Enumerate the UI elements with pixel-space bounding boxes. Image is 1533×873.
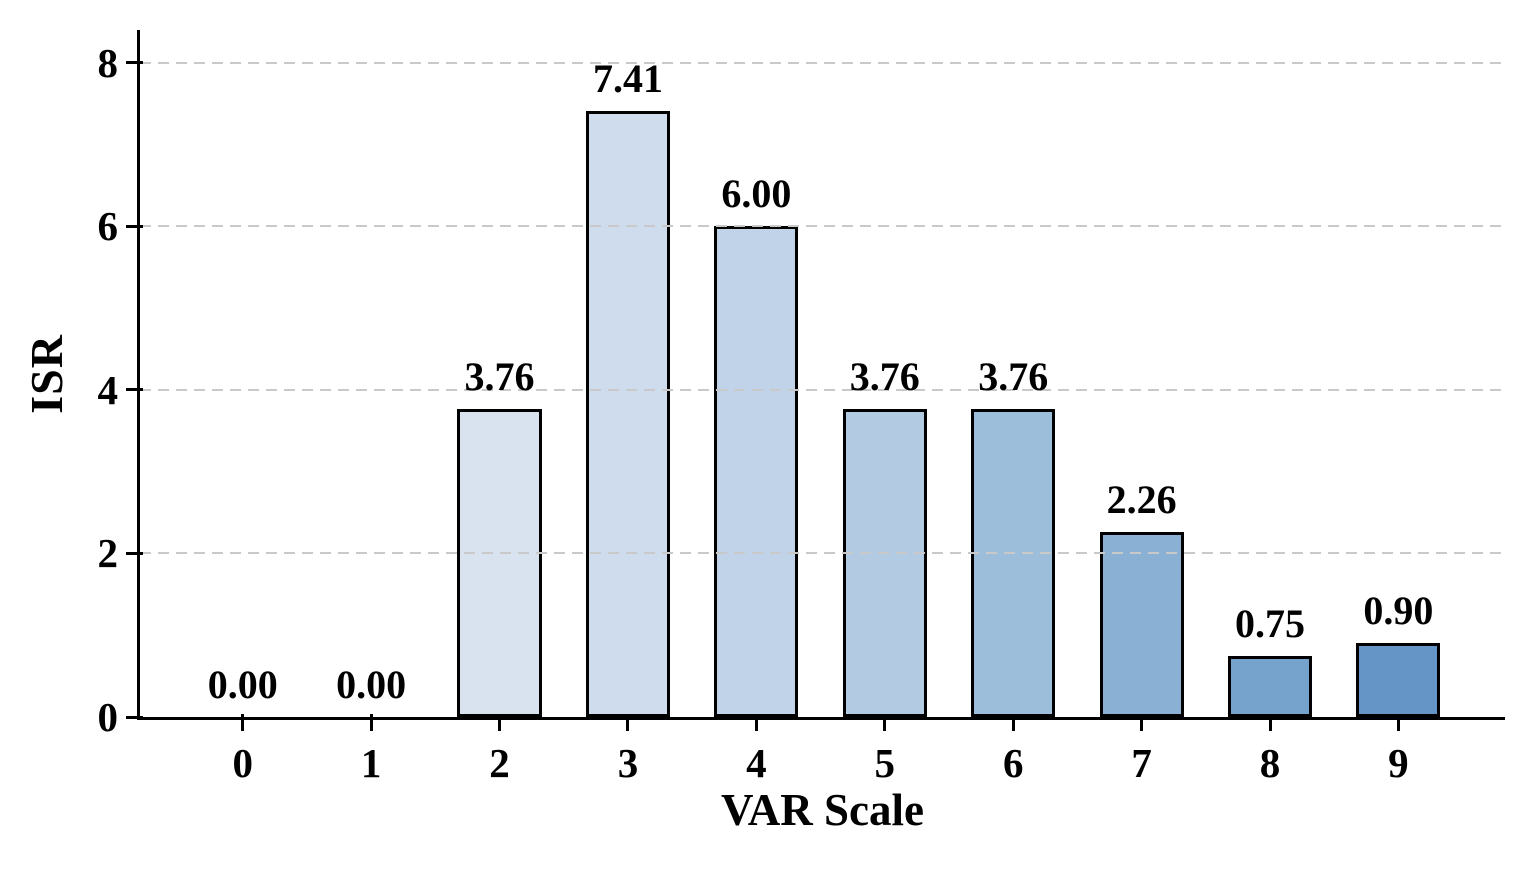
x-tick-mark: [626, 714, 630, 731]
bar: [457, 409, 542, 717]
y-tick-label: 0: [97, 694, 119, 740]
bar-value-label: 7.41: [592, 56, 663, 101]
x-tick-label: 9: [1388, 740, 1409, 786]
bar-value-label: 0.00: [336, 662, 407, 707]
bar: [1356, 643, 1441, 717]
x-tick-mark: [883, 714, 887, 731]
bar-value-label: 0.90: [1363, 588, 1434, 633]
x-tick-label: 0: [232, 740, 253, 786]
y-tick-mark: [126, 715, 143, 719]
x-tick-mark: [369, 714, 373, 731]
y-tick-mark: [126, 551, 143, 555]
gridline: [140, 61, 1505, 64]
gridline: [140, 225, 1505, 228]
x-tick-mark: [1011, 714, 1015, 731]
y-tick-label: 6: [97, 203, 119, 250]
x-tick-label: 6: [1002, 740, 1024, 786]
plot-area: 0.00 0 0.00 1 3.76 2 7.41 3 6.00 4 3.76 5 3.76 6 2.26 7…: [98, 30, 1505, 786]
y-tick-label: 4: [97, 366, 119, 413]
bar-value-label: 0.00: [207, 662, 278, 707]
annotations-layer: 0.00 0 0.00 1 3.76 2 7.41 3 6.00 4 3.76 5 3.76 6 2.26 7…: [98, 30, 1505, 786]
bar-value-label: 0.75: [1235, 601, 1305, 646]
x-tick-label: 1: [360, 740, 382, 786]
bar: [1227, 656, 1313, 717]
x-tick-mark: [754, 714, 758, 731]
x-tick-label: 8: [1259, 740, 1281, 786]
y-tick-label: 8: [97, 39, 119, 86]
x-tick-label: 7: [1131, 740, 1152, 786]
x-tick-label: 5: [874, 740, 896, 786]
x-tick-mark: [241, 714, 245, 731]
bar-value-label: 6.00: [721, 171, 792, 216]
x-tick-mark: [498, 714, 502, 731]
bar-value-label: 2.26: [1106, 477, 1177, 522]
bar: [971, 409, 1056, 717]
y-tick-label: 2: [97, 530, 119, 577]
x-tick-label: 2: [489, 740, 510, 786]
gridline: [140, 552, 1505, 555]
x-tick-mark: [1140, 714, 1144, 731]
x-axis-label: VAR Scale: [721, 785, 924, 835]
y-tick-mark: [126, 224, 143, 228]
x-tick-label: 3: [617, 740, 639, 786]
bar-value-label: 3.76: [849, 354, 920, 399]
bar: [585, 111, 670, 717]
bar-value-label: 3.76: [464, 354, 535, 399]
y-tick-mark: [126, 388, 143, 392]
bar: [842, 409, 927, 717]
gridlines-layer: [140, 30, 1505, 717]
x-tick-label: 4: [746, 740, 767, 786]
bar-value-label: 3.76: [978, 354, 1049, 399]
x-tick-mark: [1396, 714, 1400, 731]
gridline: [140, 388, 1505, 391]
bar: [1099, 532, 1184, 717]
x-tick-mark: [1268, 714, 1272, 731]
y-tick-mark: [126, 61, 143, 65]
